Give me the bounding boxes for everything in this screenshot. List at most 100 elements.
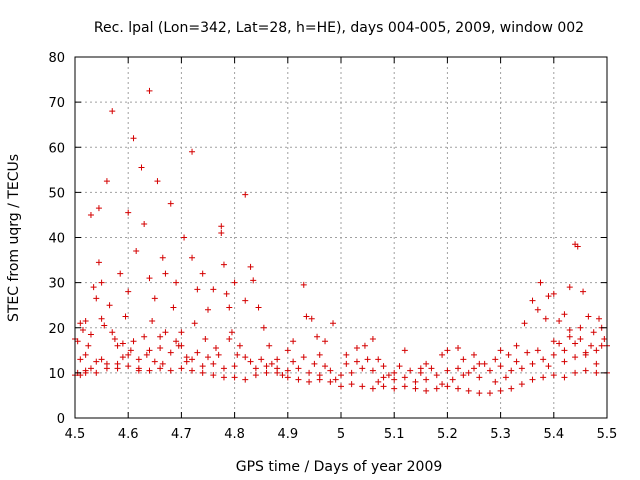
data-point [542,315,549,322]
data-point [205,306,211,313]
data-point [210,360,217,367]
data-point [178,365,185,372]
data-point [95,259,102,266]
data-point [146,275,153,282]
data-point [133,248,140,255]
data-point [577,324,584,331]
data-point [486,367,493,374]
data-point [130,135,137,142]
data-point [220,261,227,268]
data-point [87,211,94,218]
data-point [274,356,281,363]
data-point [138,164,145,171]
data-point [556,317,563,324]
data-point [247,358,254,365]
data-point [322,363,329,370]
data-point [353,345,360,352]
data-point [98,279,105,286]
data-point [590,329,597,336]
data-point [226,304,233,311]
data-point [157,365,164,372]
data-point [545,363,552,370]
data-point [327,378,334,385]
data-point [601,336,608,343]
data-point [236,342,243,349]
data-point [93,295,100,302]
x-tick-label: 5 [337,427,345,442]
data-point [577,336,584,343]
data-point [223,290,230,297]
data-point [401,374,408,381]
data-point [481,360,488,367]
data-point [284,367,291,374]
data-point [314,333,321,340]
data-point [423,376,430,383]
data-point [303,313,310,320]
data-point [146,347,153,354]
data-point [359,383,366,390]
data-point [585,313,592,320]
chart-title: Rec. lpal (Lon=342, Lat=28, h=HE), days … [94,20,584,36]
data-point [98,315,105,322]
data-point [593,369,600,376]
data-point [149,317,156,324]
y-tick-label: 50 [48,186,65,201]
data-point [401,347,408,354]
data-point [508,385,515,392]
data-point [109,329,116,336]
data-point [444,367,451,374]
data-point [396,363,403,370]
data-point [77,356,84,363]
data-point [455,365,462,372]
data-point [290,358,297,365]
data-point [580,288,587,295]
data-point [566,333,573,340]
data-point [242,191,249,198]
data-point [460,356,467,363]
data-point [529,360,536,367]
data-point [122,313,129,320]
data-point [242,376,249,383]
x-tick-label: 4.8 [224,427,245,442]
data-point [162,329,169,336]
data-point [502,374,509,381]
data-point [101,322,108,329]
data-point [194,286,201,293]
y-tick-label: 80 [48,51,65,66]
data-point [348,381,355,388]
data-point [95,205,102,212]
data-point [529,297,536,304]
x-tick-label: 5.5 [597,427,618,442]
data-point [178,342,185,349]
data-point [154,178,161,185]
data-point [173,279,180,286]
data-point [151,295,158,302]
data-point [141,333,148,340]
axis-ticks: 4.5 4.6 4.7 4.8 4.9 5 5.1 5.2 5.3 5.4 5.5 0 10 20 30 40… [48,51,617,442]
data-point [550,351,557,358]
data-points [72,87,610,397]
data-point [284,374,291,381]
data-point [361,342,368,349]
data-point [460,372,467,379]
data-point [561,311,568,318]
data-point [93,358,100,365]
data-point [593,347,600,354]
data-point [455,345,462,352]
data-point [572,354,579,361]
data-point [167,367,174,374]
data-point [348,369,355,376]
data-point [572,340,579,347]
data-point [455,385,462,392]
data-point [226,336,233,343]
y-tick-label: 60 [48,141,65,156]
data-point [263,363,270,370]
y-tick-label: 30 [48,277,65,292]
data-point [189,254,196,261]
data-point [423,360,430,367]
data-point [79,327,86,334]
data-point [330,320,337,327]
data-point [263,369,270,376]
data-point [199,270,206,277]
data-point [369,385,376,392]
